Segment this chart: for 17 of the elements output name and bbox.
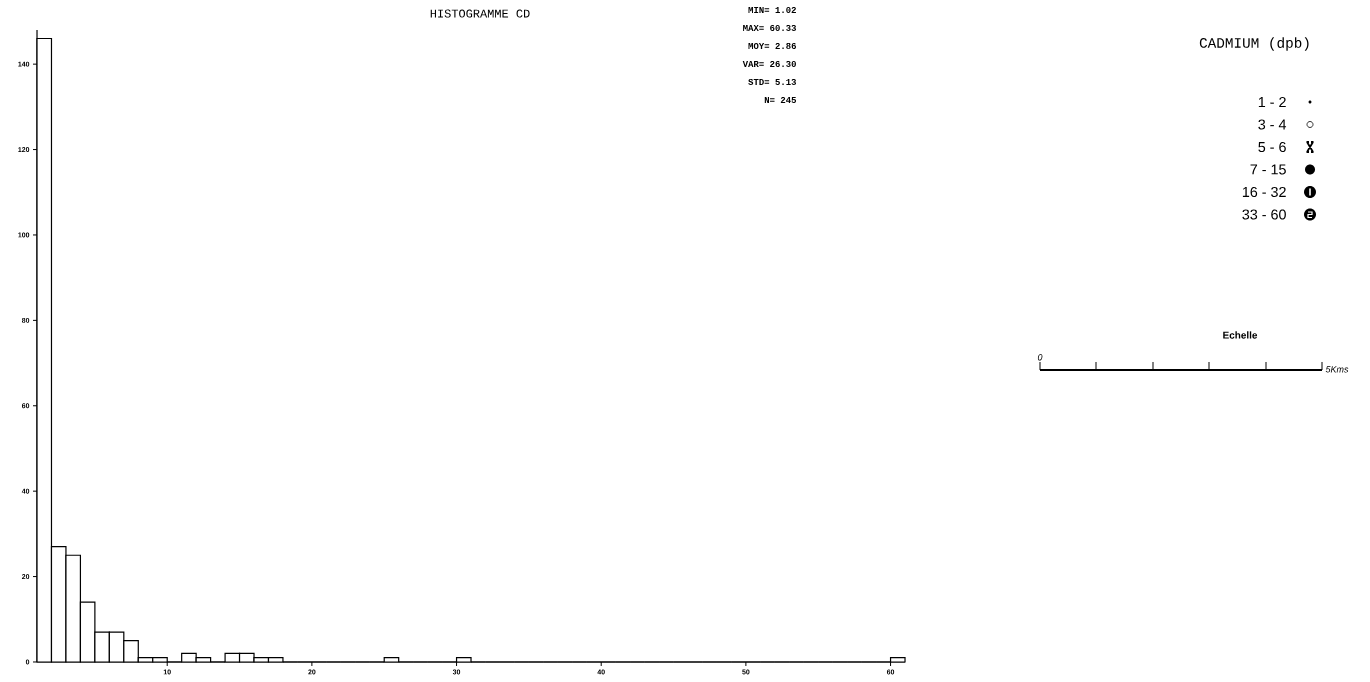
- text: MIN= 1.02: [748, 6, 796, 14]
- text: 5 - 6: [1258, 141, 1286, 153]
- text: CADMIUM (dpb): [1199, 37, 1309, 51]
- text: 16 - 32: [1242, 186, 1286, 198]
- annotation: STD= 5.13: [748, 78, 797, 86]
- chart-title: HISTOGRAMME CD: [430, 9, 530, 18]
- text: 7 - 15: [1250, 164, 1286, 175]
- text: 3 - 4: [1258, 119, 1287, 130]
- text: 1 - 2: [1258, 96, 1286, 107]
- text: Echelle: [1223, 331, 1258, 339]
- text: 0: [1037, 354, 1043, 361]
- annotation: MAX= 60.33: [743, 24, 797, 32]
- annotation: N= 245: [764, 96, 797, 104]
- annotation: MOY= 2.86: [748, 42, 796, 50]
- text: 33 - 60: [1242, 209, 1286, 220]
- text: 5Kms: [1325, 366, 1349, 373]
- annotation: VAR= 26.30: [742, 60, 796, 68]
